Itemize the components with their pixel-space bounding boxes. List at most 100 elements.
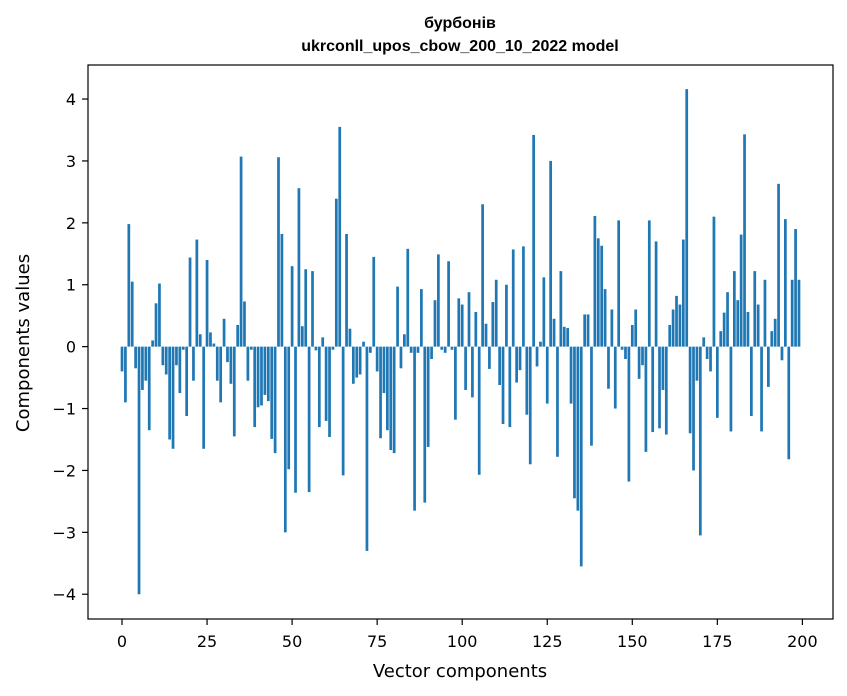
bar [178, 346, 182, 394]
bar [600, 245, 604, 347]
bar [671, 309, 675, 347]
bar [205, 259, 209, 347]
bar [770, 331, 774, 347]
bar [192, 346, 195, 381]
bar [243, 301, 246, 347]
bar [266, 346, 270, 402]
bar [382, 346, 386, 394]
bar [120, 346, 124, 372]
bar [328, 346, 331, 438]
bar [508, 346, 512, 428]
bar [420, 289, 423, 347]
bar [151, 340, 154, 347]
bar [797, 279, 801, 347]
bar [505, 284, 508, 347]
bar [409, 346, 413, 353]
bar [219, 346, 223, 403]
bar [644, 346, 648, 452]
x-tick-label: 200 [787, 632, 818, 651]
y-axis-ticks: −4 −3 −2 −1 0 1 2 3 4 [52, 90, 88, 604]
bar [593, 216, 597, 347]
bar [283, 346, 287, 533]
bar [474, 311, 478, 347]
bar [399, 346, 403, 369]
bar [290, 266, 294, 347]
bar [331, 346, 335, 350]
bar [688, 346, 692, 434]
bar [430, 346, 433, 360]
bar [212, 343, 216, 347]
bar [518, 346, 522, 371]
bar [202, 346, 206, 449]
bar [215, 346, 219, 381]
bar [324, 346, 328, 421]
bar [185, 346, 189, 416]
x-tick-label: 150 [617, 632, 648, 651]
bar [229, 346, 233, 384]
bar [433, 300, 437, 347]
bar [188, 257, 192, 347]
bar [777, 183, 780, 347]
bar [164, 346, 168, 375]
bar [297, 188, 301, 347]
bar [515, 346, 518, 383]
bar [784, 219, 787, 347]
bar [739, 234, 743, 347]
bar [712, 216, 716, 347]
bar [130, 281, 134, 347]
x-axis-ticks: 0 25 50 75 100 125 150 175 200 [117, 619, 818, 651]
bar [753, 271, 757, 347]
bar [321, 337, 325, 347]
bar [746, 311, 750, 347]
y-tick-label: 2 [66, 214, 76, 233]
y-tick-label: 0 [66, 338, 76, 357]
bar [532, 134, 535, 347]
bar [226, 346, 229, 363]
bar [454, 346, 457, 420]
bar [379, 346, 382, 439]
bar [586, 314, 590, 347]
bar [403, 334, 406, 347]
bar [566, 328, 570, 347]
bar [314, 346, 318, 351]
bar [491, 302, 495, 347]
bar [634, 309, 638, 347]
bar [236, 324, 240, 347]
bar [386, 346, 389, 431]
bar [239, 156, 243, 347]
bar [481, 204, 484, 347]
bar [610, 309, 614, 347]
y-tick-label: 1 [66, 276, 76, 295]
bar [760, 346, 763, 432]
x-tick-label: 100 [447, 632, 478, 651]
bar [535, 346, 539, 367]
bar [678, 304, 682, 347]
bar [300, 326, 304, 347]
bar [294, 346, 297, 493]
bar [484, 323, 488, 347]
x-tick-label: 25 [197, 632, 217, 651]
bar [545, 346, 549, 404]
bar [750, 346, 753, 416]
bar [763, 279, 767, 347]
bar [246, 346, 250, 381]
bar [416, 346, 420, 353]
bar [552, 318, 556, 347]
x-tick-label: 50 [282, 632, 302, 651]
bar [127, 224, 131, 347]
bar [280, 233, 284, 347]
bar [596, 238, 600, 347]
bar [273, 346, 277, 454]
bar [467, 292, 471, 347]
bar [603, 289, 607, 347]
bar [124, 346, 127, 403]
bar [365, 346, 369, 551]
bar [695, 346, 699, 381]
bar [573, 346, 576, 499]
bar [681, 239, 685, 347]
bar [334, 198, 338, 347]
bar [372, 256, 376, 347]
bar [590, 346, 593, 446]
bar [249, 346, 253, 350]
bar [627, 346, 631, 482]
